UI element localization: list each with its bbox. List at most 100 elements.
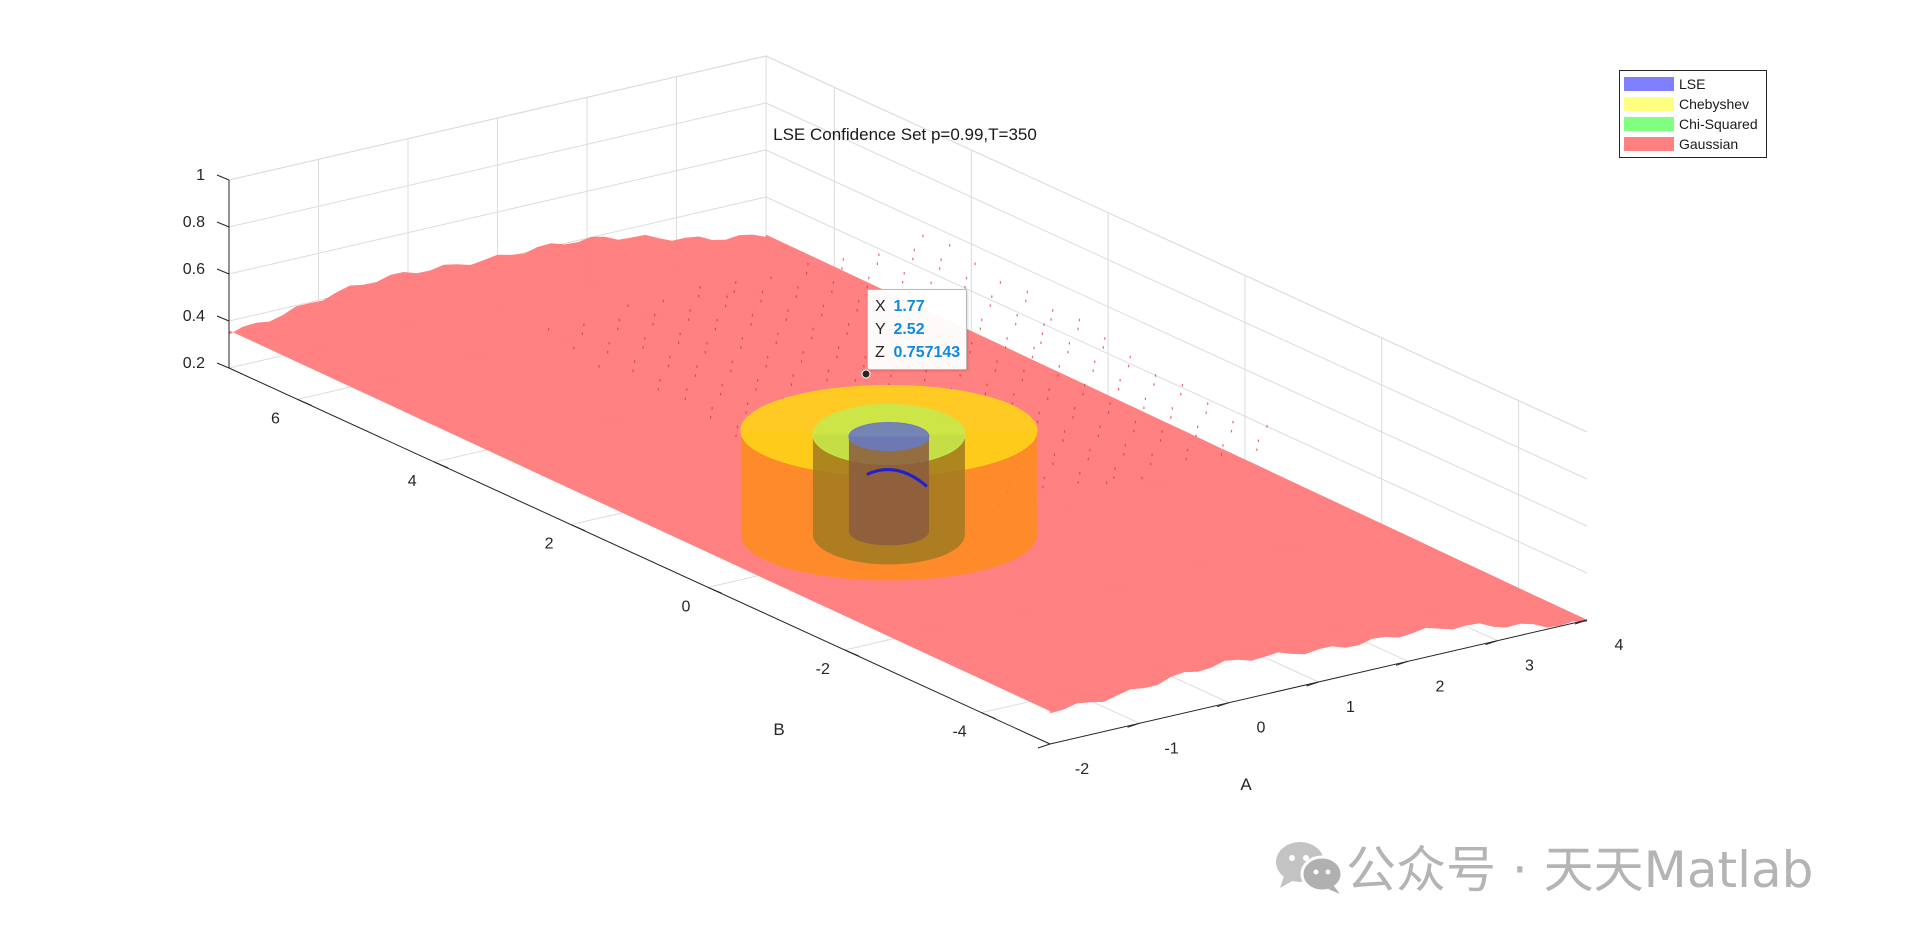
legend-item-gaussian[interactable]: Gaussian (1624, 134, 1762, 154)
x-tick-label: -2 (1075, 761, 1089, 778)
y-axis-label: B (773, 720, 784, 739)
y-tick-label: -4 (952, 724, 966, 741)
surface-speckle-mark (864, 356, 866, 359)
surface-speckle-mark (1197, 425, 1199, 429)
surface-speckle-mark (890, 374, 892, 377)
legend-item-lse[interactable]: LSE (1624, 74, 1762, 94)
legend-swatch-gaussian (1624, 137, 1674, 151)
surface-speckle-mark (801, 360, 803, 363)
surface-speckle-mark (1097, 434, 1099, 437)
surface-speckle-mark (981, 318, 983, 322)
surface-speckle-mark (761, 290, 764, 294)
surface-speckle-mark (745, 411, 747, 414)
surface-speckle-mark (1087, 457, 1089, 461)
surface-speckle-mark (878, 253, 880, 256)
surface-speckle-mark (678, 341, 680, 344)
x-tick-mark (1574, 619, 1588, 625)
surface-speckle-mark (1256, 448, 1258, 451)
surface-speckle-mark (1160, 439, 1162, 442)
surface-speckle-mark (821, 313, 823, 317)
legend-item-chi-squared[interactable]: Chi-Squared (1624, 114, 1762, 134)
z-tick-label: 1 (196, 167, 205, 184)
surface-speckle-mark (1144, 397, 1146, 401)
surface-speckle-mark (822, 304, 824, 308)
surface-speckle-mark (1057, 374, 1059, 377)
surface-speckle-mark (930, 281, 932, 285)
watermark: 公众号 · 天天Matlab (1272, 836, 1813, 899)
grid-edge (228, 55, 767, 181)
x-tick-label: 3 (1525, 658, 1534, 675)
surface-speckle-mark (696, 365, 698, 368)
legend-swatch-lse (1624, 77, 1674, 91)
legend-label-chi-squared: Chi-Squared (1679, 116, 1758, 132)
surface-speckle-mark (1092, 369, 1094, 372)
surface-speckle-mark (1205, 411, 1207, 414)
surface-speckle-mark (777, 332, 779, 336)
surface-speckle-mark (826, 378, 828, 382)
surface-speckle-mark (1058, 365, 1060, 368)
surface-speckle-mark (1232, 420, 1234, 424)
datatip-z-label: Z (875, 344, 885, 361)
surface-speckle-mark (1062, 439, 1064, 442)
surface-speckle-mark (736, 425, 739, 429)
surface-speckle-mark (1006, 337, 1008, 340)
surface-speckle-mark (733, 290, 735, 293)
surface-speckle-mark (735, 434, 737, 438)
surface-speckle-mark (831, 290, 833, 293)
surface-speckle-mark (1207, 402, 1209, 405)
surface-speckle-mark (1134, 420, 1136, 424)
surface-speckle-mark (1015, 322, 1017, 326)
x-tick-mark (1127, 722, 1140, 728)
legend-swatch-chi-squared (1624, 117, 1674, 131)
surface-speckle-mark (1013, 393, 1015, 396)
surface-speckle-mark (689, 309, 691, 312)
z-tick-mark (216, 174, 230, 181)
surface-speckle-mark (940, 258, 942, 261)
surface-speckle-mark (922, 234, 924, 238)
surface-speckle-mark (652, 323, 654, 326)
surface-speckle-mark (1023, 369, 1025, 373)
grid-line-z (765, 149, 1588, 527)
surface-speckle-mark (984, 392, 986, 396)
legend-item-chebyshev[interactable]: Chebyshev (1624, 94, 1762, 114)
surface-speckle-mark (971, 341, 973, 345)
y-tick-label: -2 (816, 661, 830, 678)
surface-speckle-mark (1185, 457, 1187, 461)
surface-speckle-mark (1026, 290, 1028, 294)
x-tick-mark (1037, 743, 1051, 749)
surface-speckle-mark (1129, 355, 1131, 359)
wechat-icon (1276, 842, 1344, 894)
surface-speckle-mark (1005, 346, 1007, 349)
grid-edge (765, 55, 1588, 433)
surface-speckle-mark (1040, 341, 1042, 344)
surface-speckle-mark (686, 388, 688, 391)
z-tick-mark (216, 221, 230, 228)
surface-speckle-mark (863, 365, 865, 368)
surface-speckle-mark (989, 304, 991, 307)
surface-speckle-mark (1047, 397, 1049, 400)
surface-speckle-mark (924, 378, 926, 382)
surface-speckle-mark (868, 276, 870, 280)
surface-speckle-mark (684, 397, 686, 400)
datatip[interactable]: X 1.77 Y 2.52 Z 0.757143 (867, 289, 967, 370)
surface-speckle-mark (770, 276, 772, 280)
surface-speckle-mark (1074, 407, 1076, 410)
surface-speckle-mark (1128, 364, 1130, 368)
surface-speckle-mark (805, 271, 808, 275)
surface-speckle-mark (1072, 416, 1074, 419)
z-tick-mark (216, 268, 230, 275)
surface-speckle-mark (698, 295, 700, 298)
legend[interactable]: LSE Chebyshev Chi-Squared Gaussian (1619, 70, 1767, 158)
surface-speckle-mark (573, 346, 575, 350)
x-tick-mark (1395, 660, 1409, 666)
surface-speckle-mark (1153, 383, 1155, 386)
surface-speckle-mark (706, 342, 708, 345)
surface-speckle-mark (846, 332, 848, 335)
surface-speckle-mark (836, 355, 838, 358)
surface-speckle-mark (731, 360, 733, 364)
surface-speckle-mark (807, 262, 809, 266)
surface-speckle-mark (959, 374, 961, 377)
surface-speckle-mark (913, 248, 915, 252)
surface-speckle-mark (838, 346, 840, 349)
surface-speckle-mark (795, 295, 797, 298)
